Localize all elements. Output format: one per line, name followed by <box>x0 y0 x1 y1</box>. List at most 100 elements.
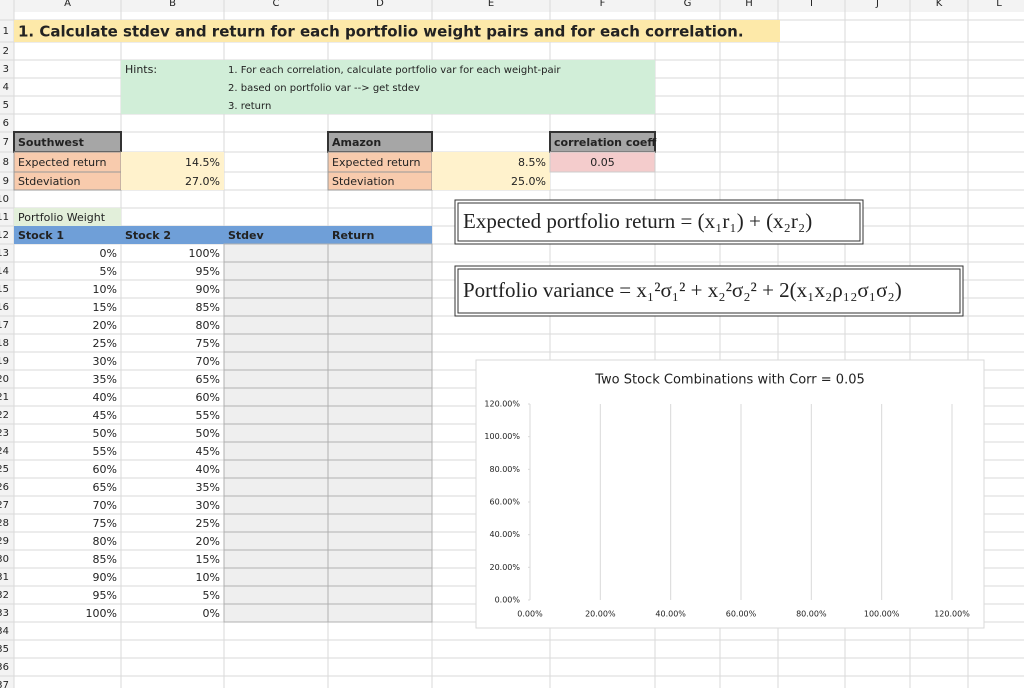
table-cell: 5% <box>100 265 117 278</box>
row-number: 18 <box>0 338 9 349</box>
empty-output-cell <box>327 603 433 623</box>
formula-box-inner <box>457 202 861 242</box>
table-cell: 85% <box>93 553 117 566</box>
table-cell: 100% <box>86 607 117 620</box>
row-number: 3 <box>3 64 9 75</box>
table-cell: 30% <box>93 355 117 368</box>
label: Stdeviation <box>332 175 394 188</box>
table-cell: 75% <box>93 517 117 530</box>
table-cell: 65% <box>93 481 117 494</box>
empty-output-cell <box>327 531 433 551</box>
row-number: 27 <box>0 500 9 511</box>
row-number: 2 <box>3 46 9 57</box>
correlation-value-cell <box>549 151 656 173</box>
empty-output-cell <box>223 423 329 443</box>
table-cell: 0% <box>100 247 117 260</box>
correlation-label: correlation coeff <box>554 136 656 149</box>
column-header: C <box>273 0 280 9</box>
row-number: 28 <box>0 518 9 529</box>
hints-fill <box>121 60 655 114</box>
hint-line: 1. For each correlation, calculate portf… <box>228 65 561 76</box>
empty-output-cell <box>327 495 433 515</box>
table-header: Stock 2 <box>125 229 171 242</box>
empty-output-cell <box>223 459 329 479</box>
x-tick-label: 60.00% <box>726 610 757 619</box>
y-tick-label: 40.00% <box>489 530 520 539</box>
empty-output-cell <box>327 315 433 335</box>
correlation-value: 0.05 <box>590 156 615 169</box>
row-number: 11 <box>0 212 9 223</box>
row-number: 10 <box>0 194 9 205</box>
table-cell: 60% <box>93 463 117 476</box>
table-cell: 100% <box>189 247 220 260</box>
row-number: 9 <box>3 176 9 187</box>
table-cell: 95% <box>93 589 117 602</box>
column-header: E <box>488 0 494 9</box>
row-number: 25 <box>0 464 9 475</box>
x-tick-label: 120.00% <box>934 610 970 619</box>
table-cell: 50% <box>196 427 220 440</box>
chart-area <box>475 359 985 629</box>
label: Expected return <box>18 156 106 169</box>
empty-output-cell <box>327 423 433 443</box>
table-cell: 80% <box>196 319 220 332</box>
y-tick-label: 0.00% <box>495 596 521 605</box>
value: 25.0% <box>511 175 546 188</box>
table-cell: 25% <box>93 337 117 350</box>
empty-output-cell <box>223 351 329 371</box>
table-cell: 15% <box>196 553 220 566</box>
table-cell: 15% <box>93 301 117 314</box>
empty-output-cell <box>223 603 329 623</box>
column-header: K <box>936 0 943 9</box>
table-header: Stdev <box>228 229 265 242</box>
y-tick-label: 20.00% <box>489 563 520 572</box>
empty-output-cell <box>223 279 329 299</box>
table-cell: 55% <box>93 445 117 458</box>
value-cell <box>432 152 550 172</box>
table-cell: 10% <box>93 283 117 296</box>
empty-output-cell <box>327 477 433 497</box>
row-number: 14 <box>0 266 9 277</box>
empty-output-cell <box>223 369 329 389</box>
table-cell: 60% <box>196 391 220 404</box>
hint-line: 3. return <box>228 101 271 112</box>
table-header-cell <box>328 226 432 244</box>
table-cell: 95% <box>196 265 220 278</box>
table-cell: 75% <box>196 337 220 350</box>
table-cell: 90% <box>196 283 220 296</box>
hints-label: Hints: <box>125 63 157 76</box>
row-number: 19 <box>0 356 9 367</box>
y-tick-label: 60.00% <box>489 498 520 507</box>
row-number: 17 <box>0 320 9 331</box>
row-number: 16 <box>0 302 9 313</box>
table-cell: 55% <box>196 409 220 422</box>
column-header: G <box>684 0 692 9</box>
empty-output-cell <box>327 405 433 425</box>
title-fill <box>14 20 780 42</box>
row-number: 13 <box>0 248 9 259</box>
table-cell: 25% <box>196 517 220 530</box>
x-tick-label: 80.00% <box>796 610 827 619</box>
label: Stdeviation <box>18 175 80 188</box>
row-number: 7 <box>3 137 9 148</box>
row-number: 22 <box>0 410 9 421</box>
column-header: I <box>810 0 813 9</box>
empty-output-cell <box>223 333 329 353</box>
row-number: 24 <box>0 446 9 457</box>
row-number: 35 <box>0 644 9 655</box>
value: 8.5% <box>518 156 546 169</box>
table-header: Stock 1 <box>18 229 64 242</box>
table-cell: 50% <box>93 427 117 440</box>
empty-output-cell <box>327 261 433 281</box>
column-header: A <box>64 0 71 9</box>
table-cell: 35% <box>196 481 220 494</box>
x-tick-label: 0.00% <box>517 610 543 619</box>
empty-output-cell <box>327 297 433 317</box>
y-tick-label: 80.00% <box>489 465 520 474</box>
column-header: D <box>376 0 384 9</box>
table-header: Return <box>332 229 374 242</box>
row-number: 4 <box>3 82 9 93</box>
row-number: 12 <box>0 230 9 241</box>
table-cell: 30% <box>196 499 220 512</box>
row-number: 20 <box>0 374 9 385</box>
